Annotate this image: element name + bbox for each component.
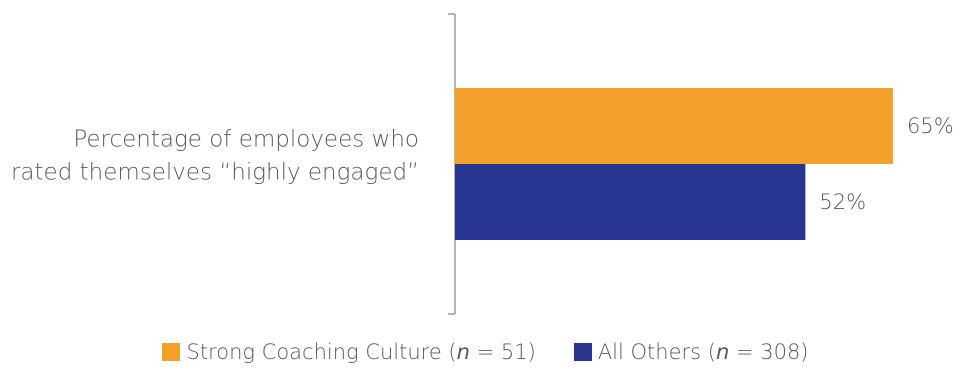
legend-label-all-others: All Others (n = 308): [597, 340, 809, 364]
data-label-strong-coaching-culture: 65%: [907, 114, 954, 138]
category-label-line: rated themselves “highly engaged”: [11, 160, 419, 186]
legend-swatch-strong-coaching: [162, 343, 181, 361]
legend: Strong Coaching Culture (n = 51) All Oth…: [0, 340, 971, 364]
legend-swatch-all-others: [573, 343, 592, 361]
category-label: Percentage of employees who rated themsel…: [11, 127, 419, 186]
legend-label-strong-coaching: Strong Coaching Culture (n = 51): [186, 340, 536, 364]
bar-strong-coaching-culture: [455, 88, 893, 164]
data-labels: 65% 52%: [819, 114, 953, 214]
legend-item-all-others: All Others (n = 308): [573, 340, 809, 364]
category-label-line: Percentage of employees who: [73, 127, 419, 153]
data-label-all-others: 52%: [819, 190, 866, 214]
legend-item-strong-coaching: Strong Coaching Culture (n = 51): [162, 340, 536, 364]
bar-all-others: [455, 164, 806, 240]
chart-area: 65% 52% Percentage of employees who rated …: [11, 13, 954, 315]
bars: [455, 88, 893, 240]
category-axis: [448, 13, 456, 315]
